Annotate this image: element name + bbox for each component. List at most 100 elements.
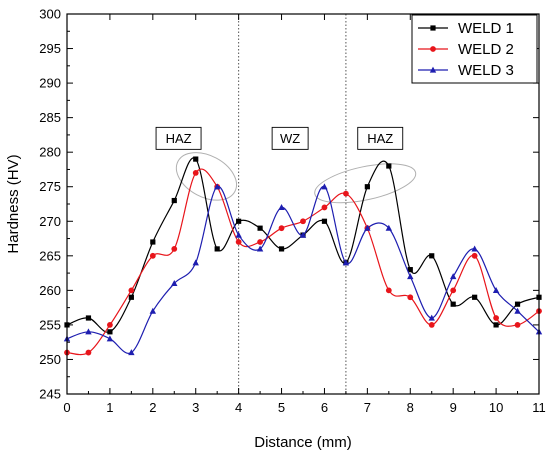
data-point xyxy=(493,315,499,321)
data-point xyxy=(171,197,177,204)
x-tick-label: 8 xyxy=(407,400,414,415)
y-tick-label: 280 xyxy=(39,145,61,160)
data-point xyxy=(213,183,221,190)
data-point xyxy=(493,322,499,328)
data-point xyxy=(321,183,328,190)
y-tick-label: 295 xyxy=(39,41,61,56)
legend-label: WELD 1 xyxy=(458,20,514,37)
data-point xyxy=(449,273,457,280)
legend: WELD 1 WELD 2 WELD 3 xyxy=(411,14,538,84)
x-tick-label: 3 xyxy=(192,400,199,415)
axis-ticks: 0 1 2 3 4 5 6 7 8 9 10 11 245 250 255 260 265 270 275 280 28… xyxy=(39,7,545,416)
data-point xyxy=(278,204,285,211)
x-tick-label: 9 xyxy=(450,400,457,415)
data-point xyxy=(235,231,242,238)
legend-marker xyxy=(430,46,436,52)
x-tick-label: 6 xyxy=(321,400,328,415)
data-point xyxy=(343,190,349,197)
data-point xyxy=(214,246,220,252)
legend-entry-3: WELD 3 xyxy=(418,62,514,79)
data-point xyxy=(471,252,478,259)
x-tick-label: 2 xyxy=(149,400,156,415)
y-tick-label: 275 xyxy=(39,179,61,194)
region-label-box xyxy=(271,126,309,150)
data-point xyxy=(149,307,157,314)
y-tick-label: 250 xyxy=(39,352,61,367)
data-point xyxy=(386,163,392,169)
data-point xyxy=(150,239,156,245)
data-point xyxy=(472,294,478,300)
data-point xyxy=(149,252,156,259)
series-3 xyxy=(63,183,543,356)
data-point xyxy=(385,287,392,294)
region-label-box xyxy=(357,126,404,150)
region-label-1: HAZ xyxy=(155,126,202,150)
data-point xyxy=(471,245,478,252)
data-point xyxy=(85,349,92,356)
data-point xyxy=(128,287,135,294)
x-tick-label: 1 xyxy=(106,400,113,415)
data-point xyxy=(85,328,92,335)
data-point xyxy=(321,204,328,211)
region-label-text: WZ xyxy=(280,131,300,146)
data-point xyxy=(171,246,178,252)
data-point xyxy=(407,294,414,301)
data-point xyxy=(300,218,306,225)
data-point xyxy=(107,322,113,328)
data-point xyxy=(364,184,370,190)
x-tick-label: 7 xyxy=(364,400,371,415)
data-point xyxy=(492,286,500,293)
data-point xyxy=(450,287,457,294)
data-point xyxy=(107,329,113,335)
data-point xyxy=(257,239,263,245)
data-point xyxy=(193,156,199,162)
region-label-text: HAZ xyxy=(367,131,393,146)
data-point xyxy=(256,245,264,252)
y-tick-label: 255 xyxy=(39,317,61,332)
haz-ellipse-2 xyxy=(314,163,417,204)
data-point xyxy=(236,218,242,224)
data-point xyxy=(278,246,285,252)
legend-marker xyxy=(430,25,436,31)
y-tick-label: 290 xyxy=(39,76,61,91)
series-1 xyxy=(64,156,542,335)
data-point xyxy=(514,322,521,328)
legend-label: WELD 3 xyxy=(458,62,514,79)
y-tick-label: 285 xyxy=(39,110,61,125)
series-line-3 xyxy=(66,186,540,355)
data-point xyxy=(85,315,92,321)
data-point xyxy=(321,218,328,224)
y-tick-label: 265 xyxy=(39,248,61,263)
data-point xyxy=(192,259,199,266)
data-point xyxy=(128,349,135,356)
region-label-text: HAZ xyxy=(166,131,192,146)
legend-entry-1: WELD 1 xyxy=(418,20,514,37)
x-tick-label: 10 xyxy=(489,400,503,415)
y-tick-label: 270 xyxy=(39,214,61,229)
x-axis-label: Distance (mm) xyxy=(254,434,352,451)
data-point xyxy=(128,294,134,300)
legend-entry-2: WELD 2 xyxy=(418,41,514,58)
data-point xyxy=(450,301,456,307)
data-point xyxy=(514,307,521,314)
haz-ellipse-1 xyxy=(175,152,237,201)
data-point xyxy=(385,224,393,231)
legend-marker xyxy=(429,66,437,73)
series-2 xyxy=(64,168,542,356)
data-point xyxy=(407,267,413,273)
x-tick-label: 11 xyxy=(532,400,546,415)
data-point xyxy=(278,225,285,232)
data-point xyxy=(235,239,242,245)
legend-label: WELD 2 xyxy=(458,41,514,58)
data-point xyxy=(106,335,114,342)
data-point xyxy=(171,280,178,287)
y-tick-label: 245 xyxy=(39,387,61,402)
x-tick-label: 4 xyxy=(235,400,242,415)
data-point xyxy=(257,225,263,231)
x-tick-label: 5 xyxy=(278,400,285,415)
data-point xyxy=(192,170,199,176)
data-point xyxy=(407,273,414,280)
data-point xyxy=(299,231,307,238)
region-label-3: HAZ xyxy=(357,126,404,150)
